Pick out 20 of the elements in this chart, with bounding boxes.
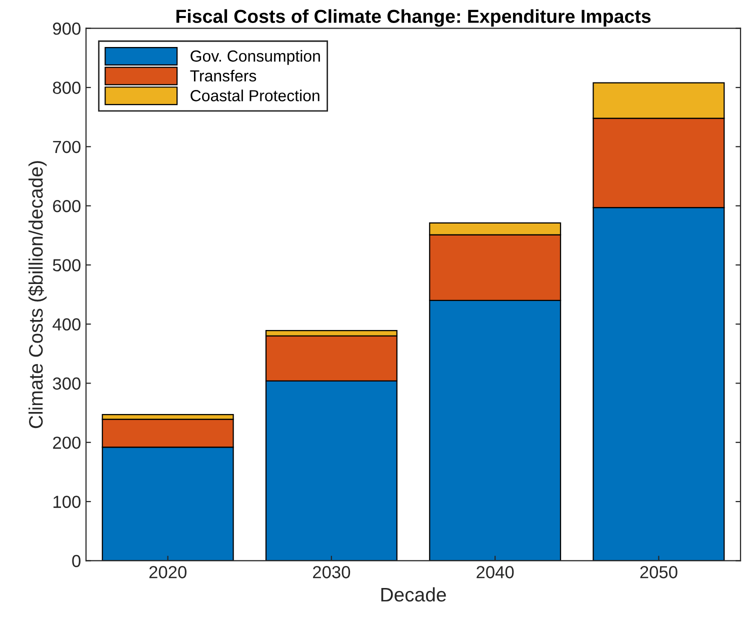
y-tick-label: 800: [52, 82, 80, 94]
legend-label: Gov. Consumption: [190, 50, 320, 65]
y-tick-label: 700: [53, 140, 80, 154]
x-tick-label: 2050: [640, 566, 678, 578]
y-tick-label: 900: [53, 22, 80, 35]
x-tick-label: 2040: [476, 566, 514, 578]
y-axis-title: Climate Costs ($billion/decade): [28, 161, 47, 428]
y-tick-label: 300: [52, 377, 80, 390]
y-tick-label: 0: [72, 554, 80, 568]
y-tick-label: 200: [53, 436, 80, 449]
y-tick-label: 100: [54, 496, 80, 508]
x-axis-title: Decade: [381, 587, 446, 602]
y-tick-label: 400: [52, 318, 80, 331]
chart-title: Fiscal Costs of Climate Change: Expenditure Impacts: [176, 9, 651, 27]
y-tick-label: 600: [53, 200, 80, 212]
y-tick-label: 500: [52, 259, 80, 272]
x-tick-label: 2020: [149, 566, 186, 578]
legend-label: Coastal Protection: [190, 90, 320, 102]
legend-label: Transfers: [190, 70, 256, 82]
x-tick-label: 2030: [313, 566, 350, 578]
